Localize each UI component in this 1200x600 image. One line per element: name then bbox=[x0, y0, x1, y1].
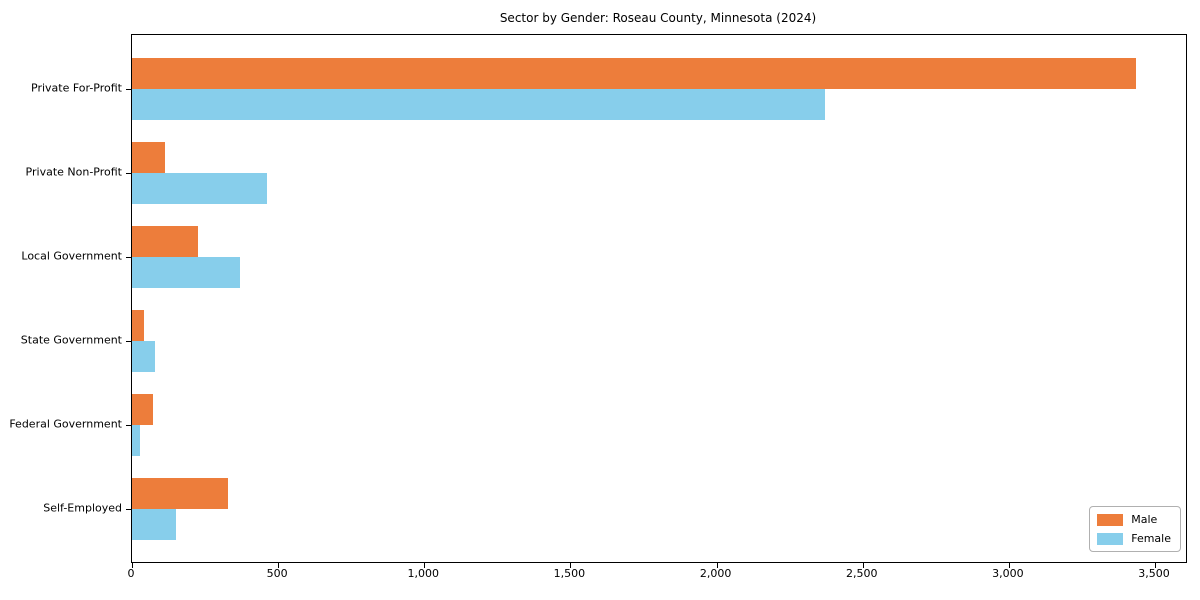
x-tick-label: 3,500 bbox=[1138, 567, 1170, 580]
legend-item-female: Female bbox=[1097, 532, 1171, 545]
y-category-label: Private For-Profit bbox=[31, 81, 122, 95]
y-category-label: State Government bbox=[20, 333, 122, 347]
bar-female-2 bbox=[132, 173, 267, 204]
x-tick-label: 3,000 bbox=[992, 567, 1024, 580]
x-tick-mark bbox=[862, 562, 864, 568]
bar-female-6 bbox=[132, 509, 176, 540]
y-tick-mark bbox=[126, 257, 132, 258]
y-category-label: Local Government bbox=[21, 249, 122, 263]
y-category-label: Federal Government bbox=[9, 417, 122, 431]
x-tick-mark bbox=[132, 562, 133, 568]
y-tick-mark bbox=[126, 173, 132, 174]
y-category-label: Self-Employed bbox=[43, 501, 122, 515]
x-tick-mark bbox=[716, 562, 718, 568]
x-tick-label: 2,500 bbox=[845, 567, 878, 580]
plot-area: Male Female bbox=[126, 34, 1187, 568]
legend-item-male: Male bbox=[1097, 513, 1171, 526]
bar-male-3 bbox=[132, 226, 198, 257]
x-axis-labels: 0 500 1,000 1,500 2,000 2,500 3,000 3,500 bbox=[0, 567, 1200, 587]
y-axis-labels: Private For-Profit Private Non-Profit Loca… bbox=[0, 34, 122, 561]
x-tick-label: 1,000 bbox=[407, 567, 440, 580]
female-series-swatch bbox=[1097, 532, 1124, 545]
x-tick-label: 0 bbox=[127, 567, 135, 580]
bar-female-1 bbox=[132, 89, 825, 120]
x-tick-mark bbox=[1155, 562, 1157, 568]
bar-male-6 bbox=[132, 478, 228, 509]
chart-title: Sector by Gender: Roseau County, Minneso… bbox=[499, 11, 817, 25]
legend-label-female: Female bbox=[1131, 532, 1171, 545]
x-tick-label: 1,500 bbox=[553, 567, 586, 580]
y-tick-mark bbox=[126, 89, 132, 90]
bar-male-1 bbox=[132, 58, 1136, 89]
y-tick-mark bbox=[126, 509, 132, 510]
x-tick-mark bbox=[424, 562, 426, 568]
y-category-label: Private Non-Profit bbox=[25, 165, 122, 179]
x-tick-mark bbox=[278, 562, 280, 568]
x-tick-mark bbox=[1008, 562, 1010, 568]
legend: Male Female bbox=[1089, 506, 1181, 552]
bar-male-2 bbox=[132, 142, 165, 173]
bar-female-5 bbox=[132, 425, 140, 456]
male-series-swatch bbox=[1097, 513, 1124, 526]
bar-female-4 bbox=[132, 341, 155, 372]
x-tick-label: 500 bbox=[266, 567, 288, 580]
bar-female-3 bbox=[132, 257, 240, 288]
x-tick-label: 2,000 bbox=[699, 567, 732, 580]
bar-male-4 bbox=[132, 310, 144, 341]
bar-male-5 bbox=[132, 394, 153, 425]
y-tick-mark bbox=[126, 425, 132, 426]
x-tick-mark bbox=[570, 562, 572, 568]
legend-label-male: Male bbox=[1131, 513, 1158, 526]
y-tick-mark bbox=[126, 341, 132, 342]
